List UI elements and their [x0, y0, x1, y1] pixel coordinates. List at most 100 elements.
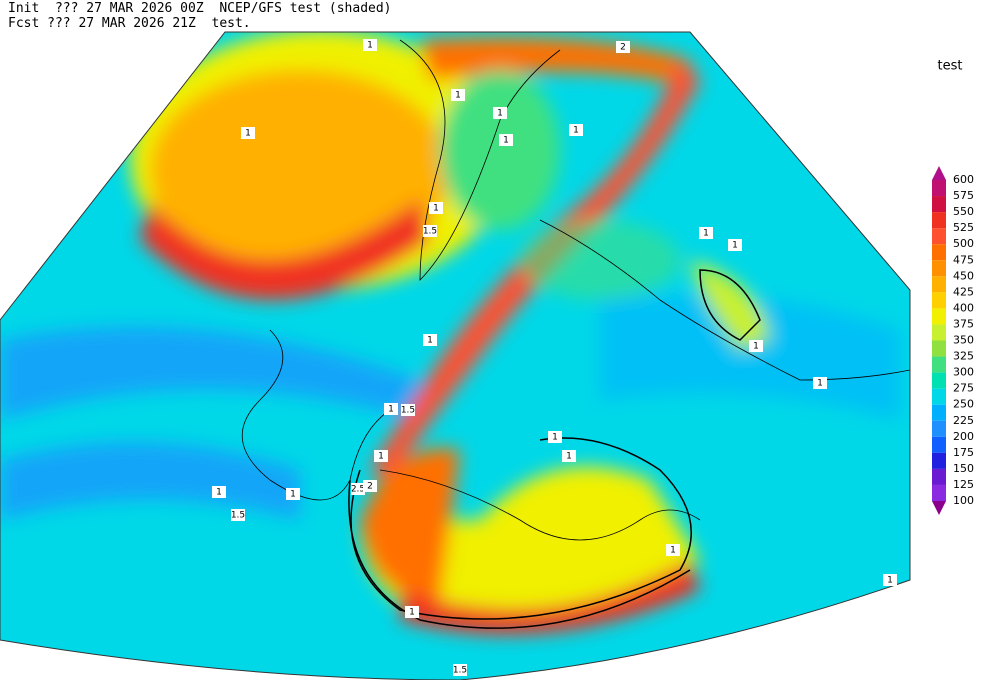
- contour-label: 1.5: [231, 511, 245, 521]
- contour-label-bg: [429, 202, 443, 214]
- colorbar-box: [932, 484, 946, 501]
- contour-label: 1: [427, 336, 433, 346]
- contour-label-bg: [499, 134, 513, 146]
- colorbar-box: [932, 260, 946, 277]
- contour-label: 1: [455, 91, 461, 101]
- contour-label: 1: [378, 452, 384, 462]
- contour-label-bg: [813, 377, 827, 389]
- colorbar-label: 475: [953, 253, 974, 266]
- contour-label-bg: [453, 664, 467, 676]
- colorbar-box: [932, 308, 946, 325]
- colorbar-box: [932, 340, 946, 357]
- colorbar-box: [932, 356, 946, 373]
- contour-label: 1: [245, 129, 251, 139]
- colorbar-label: 275: [953, 382, 974, 395]
- colorbar-label: 375: [953, 317, 974, 330]
- colorbar-label: 600: [953, 173, 974, 186]
- colorbar-label: 100: [953, 494, 974, 507]
- legend-title: test: [938, 59, 963, 74]
- contour-label: 1: [290, 490, 296, 500]
- contour-label-bg: [212, 486, 226, 498]
- colorbar-box: [932, 196, 946, 213]
- contour-label-bg: [451, 89, 465, 101]
- colorbar-box: [932, 468, 946, 485]
- header-fcst: Fcst ??? 27 MAR 2026 21Z test.: [8, 16, 251, 31]
- contour-label-bg: [749, 340, 763, 352]
- colorbar-box: [932, 436, 946, 453]
- contour-label: 2: [620, 43, 626, 53]
- contour-label: 1: [409, 608, 415, 618]
- colorbar-label: 325: [953, 350, 974, 363]
- contour-label-bg: [728, 239, 742, 251]
- contour-label: 1: [732, 241, 738, 251]
- contour-label-bg: [384, 403, 398, 415]
- colorbar-label: 250: [953, 398, 974, 411]
- colorbar-box: [932, 372, 946, 389]
- contour-label: 1: [753, 342, 759, 352]
- contour-label-bg: [423, 334, 437, 346]
- contour-label-bg: [616, 41, 630, 53]
- contour-label-bg: [363, 480, 377, 492]
- contour-label-bg: [374, 450, 388, 462]
- colorbar-label: 500: [953, 237, 974, 250]
- contour-label: 1: [573, 126, 579, 136]
- contour-label: 1: [817, 379, 823, 389]
- contour-label-bg: [883, 574, 897, 586]
- contour-label-bg: [363, 39, 377, 51]
- contour-label: 2: [367, 482, 373, 492]
- contour-label: 1: [367, 41, 373, 51]
- contour-label-bg: [699, 227, 713, 239]
- colorbar-label: 550: [953, 205, 974, 218]
- contour-label-bg: [548, 431, 562, 443]
- colorbar-bottom: [932, 501, 946, 515]
- contour-label: 1: [552, 433, 558, 443]
- colorbar-box: [932, 388, 946, 405]
- contour-label-bg: [569, 124, 583, 136]
- colorbar-box: [932, 420, 946, 437]
- colorbar-label: 350: [953, 334, 974, 347]
- colorbar-label: 525: [953, 221, 974, 234]
- colorbar-box: [932, 292, 946, 309]
- colorbar-box: [932, 212, 946, 229]
- contour-label-bg: [351, 483, 365, 495]
- colorbar-top: [932, 166, 946, 180]
- colorbar-label: 225: [953, 414, 974, 427]
- contours: [348, 269, 761, 629]
- contour-label: 1.5: [423, 227, 437, 237]
- contour-label-bg: [405, 606, 419, 618]
- colorbar-label: 450: [953, 269, 974, 282]
- contour-label: 1: [503, 136, 509, 146]
- contour-label-bg: [241, 127, 255, 139]
- colorbar-label: 300: [953, 366, 974, 379]
- colorbar-box: [932, 276, 946, 293]
- colorbar-label: 400: [953, 301, 974, 314]
- colorbar-box: [932, 404, 946, 421]
- contour-label-bg: [493, 107, 507, 119]
- colorbar-box: [932, 180, 946, 197]
- contour-label: 1: [433, 204, 439, 214]
- contour-label: 1: [703, 229, 709, 239]
- colorbar-box: [932, 228, 946, 245]
- contour-label: 1.5: [401, 406, 415, 416]
- contour-label: 1: [670, 546, 676, 556]
- colorbar-label: 575: [953, 189, 974, 202]
- colorbar-box: [932, 452, 946, 469]
- contour-label: 2.5: [351, 485, 365, 495]
- colorbar-box: [932, 244, 946, 261]
- colorbar-label: 150: [953, 462, 974, 475]
- colorbar-label: 125: [953, 478, 974, 491]
- contour-label-bg: [562, 450, 576, 462]
- contour-label-bg: [286, 488, 300, 500]
- contour-label: 1.5: [453, 666, 467, 676]
- contour-label: 1: [388, 405, 394, 415]
- contour-label: 1: [497, 109, 503, 119]
- contour-label-bg: [231, 509, 245, 521]
- contour-label: 1: [216, 488, 222, 498]
- colorbar-label: 175: [953, 446, 974, 459]
- header-init: Init ??? 27 MAR 2026 00Z NCEP/GFS test (…: [8, 1, 392, 16]
- contour-label-bg: [401, 404, 415, 416]
- contour-label-bg: [666, 544, 680, 556]
